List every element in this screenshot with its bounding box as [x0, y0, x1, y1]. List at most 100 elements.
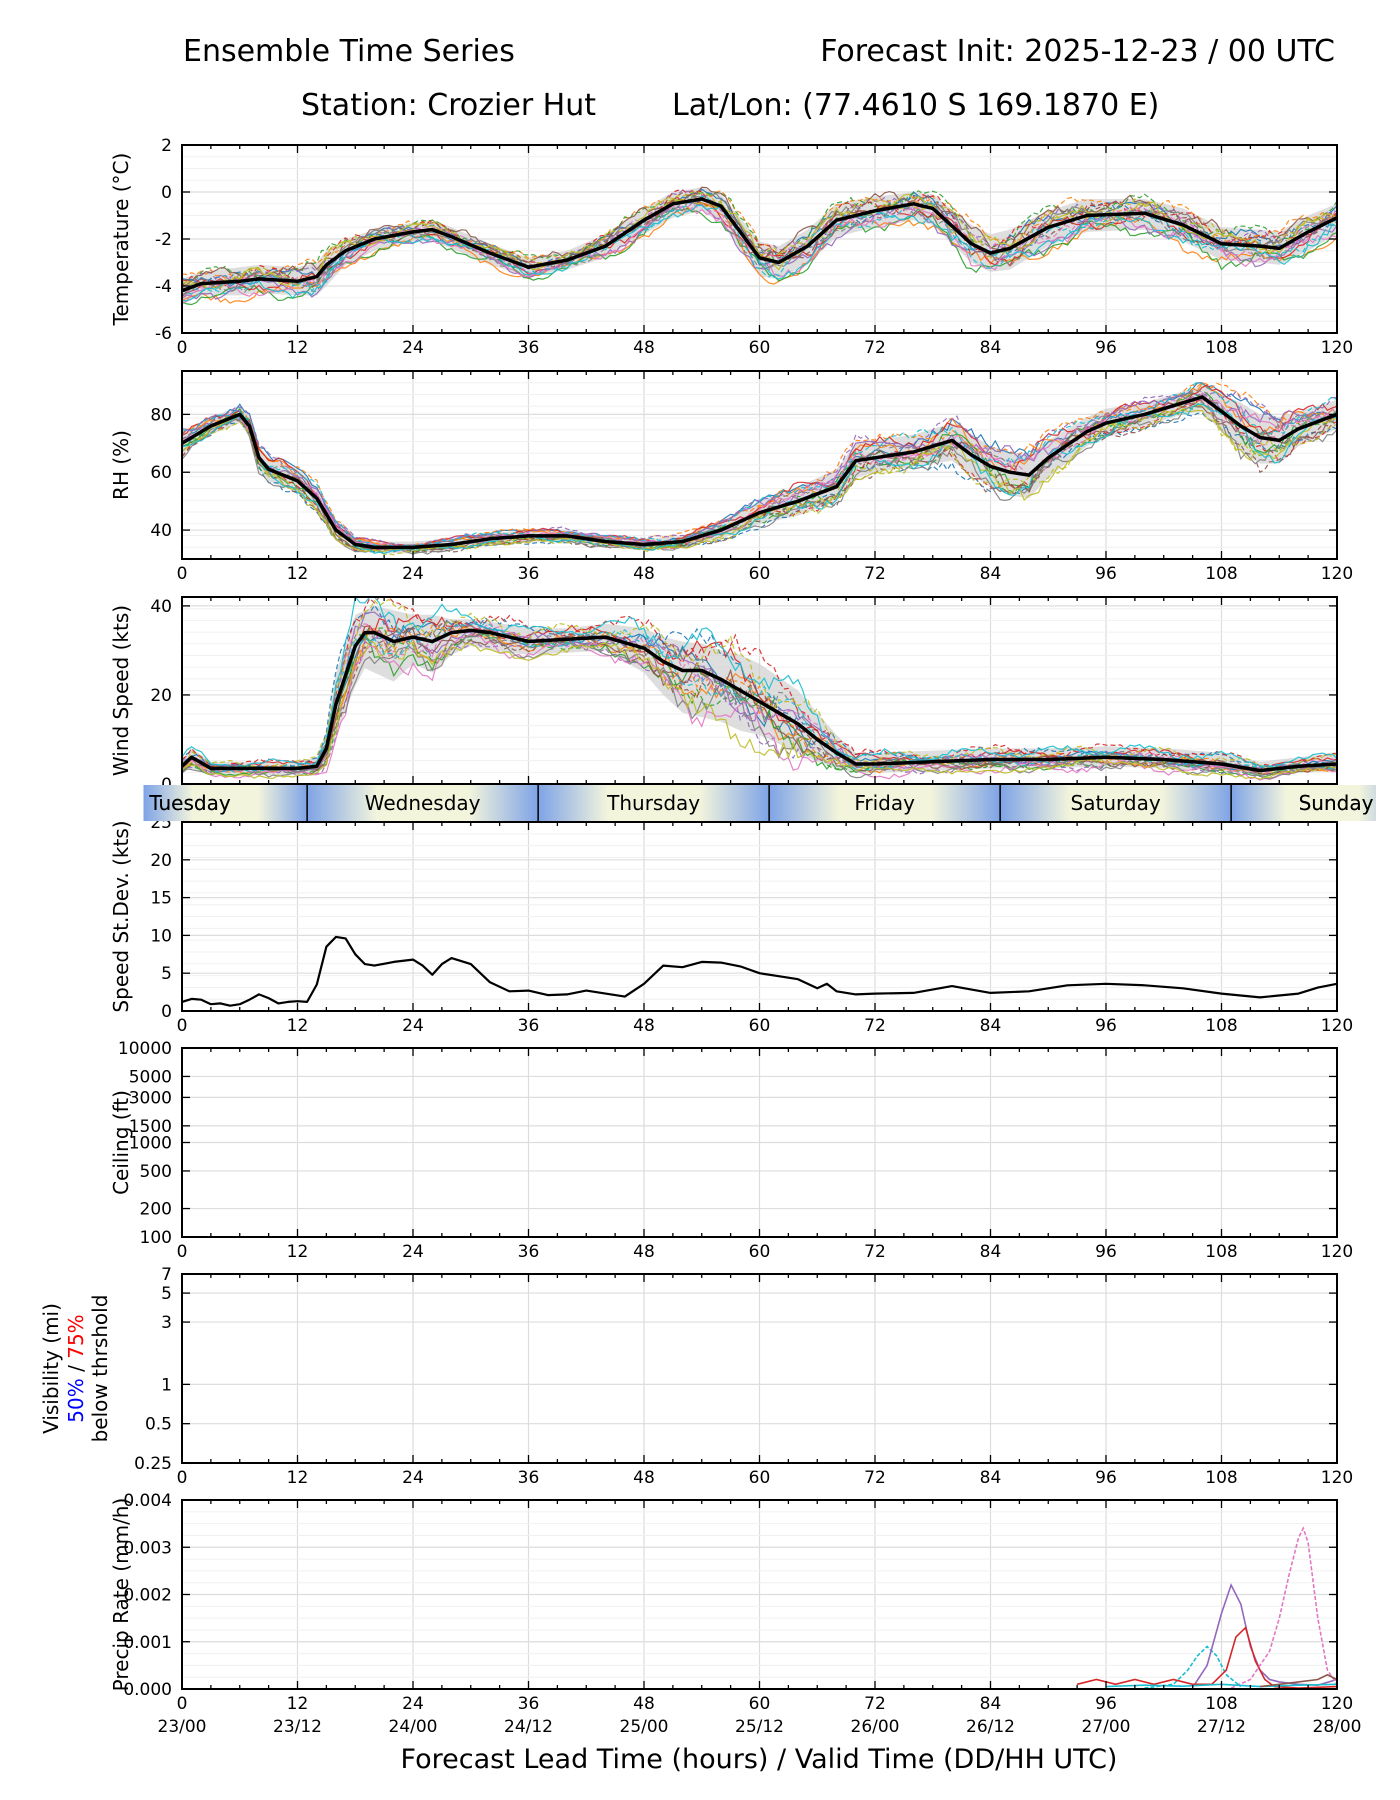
- speed-stdev-ytick-label: 0: [161, 1002, 172, 1022]
- precip-rate-member-pink-line: [1230, 1526, 1338, 1689]
- relative-humidity-xtick-label: 96: [1095, 564, 1117, 584]
- day-segment: [1231, 785, 1400, 821]
- wind-speed-member-line: [181, 598, 1338, 770]
- speed-stdev-ytick-label: 20: [150, 851, 172, 871]
- temperature-ytick-label: 2: [161, 136, 172, 156]
- wind-speed-ytick-label: 20: [150, 686, 172, 706]
- wind-speed-member-line: [181, 625, 1338, 775]
- relative-humidity-xtick-label: 84: [980, 564, 1002, 584]
- ceiling-xtick-label: 48: [633, 1242, 655, 1262]
- visibility-xtick-label: 0: [177, 1468, 188, 1488]
- vis-75-label: 75%: [64, 1314, 88, 1358]
- speed-stdev-xtick-label: 96: [1095, 1016, 1117, 1036]
- precip-rate-xtick-label: 120: [1321, 1694, 1353, 1714]
- day-label: Thursday: [606, 791, 700, 815]
- valid-time-label: 25/00: [620, 1717, 669, 1737]
- valid-time-label: 23/00: [158, 1717, 207, 1737]
- day-segment: [307, 785, 539, 821]
- relative-humidity-member-line: [181, 390, 1338, 547]
- visibility-xtick-label: 12: [287, 1468, 309, 1488]
- visibility-ytick-label: 1: [161, 1375, 172, 1395]
- temperature-member-line: [181, 190, 1338, 287]
- visibility-ylabel-sub: below thrshold: [88, 1295, 112, 1443]
- relative-humidity-member-line: [181, 412, 1338, 553]
- relative-humidity-xtick-label: 48: [633, 564, 655, 584]
- wind-speed-panel: 02040Wind Speed (kts): [109, 595, 1338, 795]
- day-label: Sunday: [1299, 791, 1374, 815]
- visibility-xtick-label: 36: [518, 1468, 540, 1488]
- relative-humidity-member-line: [181, 401, 1338, 554]
- precip-rate-xtick-label: 12: [287, 1694, 309, 1714]
- wind-speed-member-line: [181, 624, 1338, 776]
- temperature-xtick-label: 108: [1205, 338, 1237, 358]
- relative-humidity-ytick-label: 40: [150, 521, 172, 541]
- temperature-xtick-label: 60: [749, 338, 771, 358]
- ceiling-ytick-label: 1500: [129, 1117, 172, 1137]
- relative-humidity-xtick-label: 0: [177, 564, 188, 584]
- precip-rate-member-brown-line: [1259, 1673, 1338, 1688]
- ceiling-xtick-label: 108: [1205, 1242, 1237, 1262]
- speed-stdev-xtick-label: 12: [287, 1016, 309, 1036]
- speed-stdev-xtick-label: 0: [177, 1016, 188, 1036]
- relative-humidity-xtick-label: 36: [518, 564, 540, 584]
- relative-humidity-member-line: [181, 381, 1338, 547]
- day-segment: [538, 785, 770, 821]
- relative-humidity-ensemble-mean-line: [181, 395, 1338, 550]
- ceiling-xtick-label: 24: [402, 1242, 424, 1262]
- day-label: Wednesday: [365, 791, 481, 815]
- ceiling-ytick-label: 1000: [129, 1134, 172, 1154]
- temperature-ytick-label: -4: [155, 277, 172, 297]
- valid-time-label: 27/12: [1197, 1717, 1246, 1737]
- ceiling-xtick-label: 12: [287, 1242, 309, 1262]
- ceiling-xtick-label: 60: [749, 1242, 771, 1262]
- temperature-xtick-label: 48: [633, 338, 655, 358]
- relative-humidity-xtick-label: 72: [864, 564, 886, 584]
- ceiling-ylabel: Ceiling (ft): [109, 1090, 133, 1195]
- relative-humidity-member-line: [181, 381, 1338, 548]
- speed-stdev-line: [181, 935, 1338, 1007]
- relative-humidity-spread-band: [182, 385, 1337, 554]
- wind-speed-member-line: [181, 631, 1338, 780]
- precip-rate-xtick-label: 48: [633, 1694, 655, 1714]
- speed-stdev-xtick-label: 120: [1321, 1016, 1353, 1036]
- temperature-panel: 0 12 24 36 48 60 72 84 96 108 120 -6 -4 -2 0 2 Temperatu…: [109, 136, 1353, 358]
- valid-time-label: 25/12: [735, 1717, 784, 1737]
- relative-humidity-ytick-label: 80: [150, 405, 172, 425]
- visibility-ytick-label: 7: [161, 1265, 172, 1285]
- ceiling-panel: 0 12 24 36 48 60 72 84 96 108 120 100 200 500 10001500…: [109, 1039, 1353, 1262]
- visibility-threshold-legend: 50% / 75%: [64, 1314, 88, 1422]
- speed-stdev-ylabel: Speed St.Dev. (kts): [109, 820, 133, 1012]
- figure-title: Ensemble Time Series: [183, 34, 515, 69]
- wind-speed-ytick-label: 40: [150, 597, 172, 617]
- temperature-ytick-label: -6: [155, 324, 172, 344]
- day-segment: [143, 785, 308, 821]
- visibility-xtick-label: 48: [633, 1468, 655, 1488]
- speed-stdev-xtick-label: 84: [980, 1016, 1002, 1036]
- visibility-panel: 0 12 24 36 48 60 72 84 96 108 120 0.25 0.5 1 3 57 Visibi…: [39, 1265, 1353, 1488]
- ceiling-xtick-label: 36: [518, 1242, 540, 1262]
- speed-stdev-xtick-label: 108: [1205, 1016, 1237, 1036]
- day-bar-mask-left: [0, 785, 143, 821]
- precip-rate-xtick-label: 36: [518, 1694, 540, 1714]
- valid-time-label: 27/00: [1082, 1717, 1131, 1737]
- visibility-xtick-label: 84: [980, 1468, 1002, 1488]
- speed-stdev-xtick-label: 72: [864, 1016, 886, 1036]
- relative-humidity-xtick-label: 60: [749, 564, 771, 584]
- day-segment: [1000, 785, 1232, 821]
- ceiling-ytick-label: 5000: [129, 1067, 172, 1087]
- valid-time-label: 26/12: [966, 1717, 1015, 1737]
- ceiling-xtick-label: 120: [1321, 1242, 1353, 1262]
- temperature-xtick-label: 84: [980, 338, 1002, 358]
- precip-rate-ytick-label: 0.004: [123, 1491, 172, 1511]
- speed-stdev-xtick-label: 60: [749, 1016, 771, 1036]
- temperature-xtick-label: 12: [287, 338, 309, 358]
- ceiling-ytick-label: 3000: [129, 1088, 172, 1108]
- temperature-xtick-label: 72: [864, 338, 886, 358]
- day-bar-mask-right: [1376, 785, 1400, 821]
- speed-stdev-xtick-label: 36: [518, 1016, 540, 1036]
- day-bar: Tuesday Wednesday Thursday Friday Saturday Su…: [0, 785, 1400, 821]
- precip-rate-xtick-label: 84: [980, 1694, 1002, 1714]
- precip-rate-xtick-label: 72: [864, 1694, 886, 1714]
- station-label: Station: Crozier Hut: [301, 88, 597, 123]
